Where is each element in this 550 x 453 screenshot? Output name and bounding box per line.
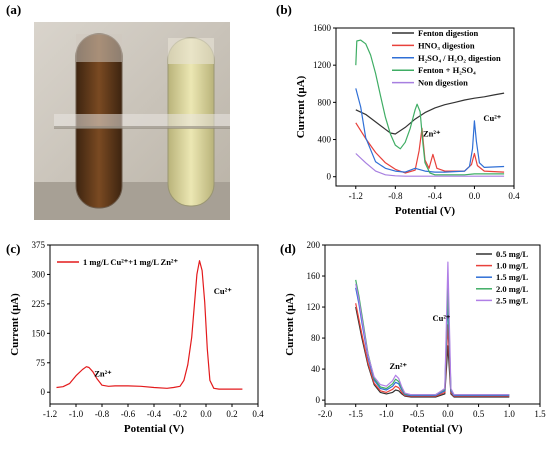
legend: 0.5 mg/L 1.0 mg/L1.5 mg/L 2.0 mg/L2.5 mg/L	[476, 249, 528, 305]
y-tick-label: 0	[327, 172, 332, 182]
x-tick-label: 0.4	[508, 191, 520, 201]
y-tick-label: 1200	[313, 60, 332, 70]
x-tick-label: -0.8	[388, 191, 403, 201]
y-tick-label: 0	[316, 395, 321, 405]
y-axis-label: Current (μA)	[284, 293, 296, 356]
y-tick-label: 400	[318, 135, 332, 145]
x-tick-label: 1.5	[534, 409, 546, 419]
x-tick-label: 0.4	[252, 409, 264, 419]
y-tick-label: 75	[36, 358, 46, 368]
annotation-label: Zn²⁺	[423, 129, 441, 139]
x-tick-label: -0.5	[410, 409, 425, 419]
x-tick-label: -1.0	[69, 409, 84, 419]
series-line-0	[56, 260, 243, 390]
x-tick-label: -0.4	[147, 409, 162, 419]
plot-d: -2.0 -1.5 -1.0 -0.5 0.0 0.5 1.0 1.5 0 40 80 120 160 2…	[284, 240, 546, 435]
legend: Fenton digestion HNO₃ digestion H₂SO₄ / H₂…	[392, 28, 501, 88]
y-tick-label: 160	[307, 271, 321, 281]
annotation-label: Cu²⁺	[433, 313, 451, 323]
series-line-3	[355, 39, 505, 176]
series-line-4	[355, 261, 510, 396]
legend-entry: Fenton digestion	[418, 28, 478, 38]
tubes-photo	[34, 22, 230, 220]
y-tick-label: 80	[311, 333, 321, 343]
plot-c: -1.2 -1.0 -0.8 -0.6 -0.4 -0.2 0.0 0.2 0.4 0 75 150 2…	[9, 240, 264, 435]
x-tick-label: 0.2	[226, 409, 237, 419]
x-tick-label: 0.5	[473, 409, 485, 419]
y-tick-label: 225	[32, 299, 46, 309]
legend-entry: Fenton + H₂SO₄	[418, 65, 476, 75]
x-tick-label: 0.0	[469, 191, 481, 201]
series-line-2	[355, 287, 510, 397]
x-tick-label: -1.2	[43, 409, 57, 419]
annotation-label: Zn²⁺	[94, 369, 112, 379]
panel-label: (c)	[6, 241, 20, 256]
axes-frame	[324, 244, 541, 405]
x-tick-label: -0.6	[121, 409, 136, 419]
plot-b: -1.2 -0.8 -0.4 0.0 0.4 0 400 800 1200 1600 Potenti…	[295, 23, 520, 217]
x-tick-label: -0.4	[428, 191, 443, 201]
series-line-4	[355, 153, 505, 177]
x-tick-label: -0.8	[95, 409, 110, 419]
series-line-3	[355, 279, 510, 396]
x-tick-label: -0.2	[173, 409, 187, 419]
y-tick-label: 800	[318, 97, 332, 107]
x-tick-label: -2.0	[318, 409, 333, 419]
series-line-2	[355, 88, 505, 173]
panel-label: (d)	[280, 241, 296, 256]
annotation-label: Cu²⁺	[214, 286, 232, 296]
y-tick-label: 120	[307, 302, 321, 312]
y-tick-label: 200	[307, 240, 321, 250]
legend-entry: HNO₃ digestion	[418, 40, 475, 50]
legend-entry: 2.0 mg/L	[496, 284, 528, 294]
x-tick-label: 0.0	[442, 409, 454, 419]
y-tick-label: 150	[32, 328, 46, 338]
x-tick-label: -1.0	[379, 409, 394, 419]
x-axis-label: Potential (V)	[124, 423, 185, 435]
legend-entry: Non digestion	[418, 78, 468, 88]
x-axis-label: Potential (V)	[395, 205, 456, 217]
legend-entry: H₂SO₄ / H₂O₂ digestion	[418, 53, 501, 63]
x-tick-label: -1.5	[349, 409, 364, 419]
annotation-label: Zn²⁺	[390, 361, 408, 371]
y-axis-label: Current (μA)	[295, 75, 307, 138]
series-line-1	[355, 122, 505, 174]
x-axis-label: Potential (V)	[402, 423, 463, 435]
y-tick-label: 0	[41, 387, 46, 397]
y-axis-label: Current (μA)	[9, 293, 21, 356]
series-line-1	[355, 303, 510, 397]
x-tick-label: 0.0	[200, 409, 212, 419]
axes-frame	[335, 27, 515, 187]
x-tick-label: -1.2	[349, 191, 363, 201]
legend-entry: 1 mg/L Cu²⁺+1 mg/L Zn²⁺	[83, 257, 178, 267]
y-tick-label: 40	[311, 364, 321, 374]
legend-entry: 0.5 mg/L	[496, 249, 528, 259]
legend: 1 mg/L Cu²⁺+1 mg/L Zn²⁺	[57, 257, 178, 267]
legend-entry: 2.5 mg/L	[496, 295, 528, 305]
annotation-label: Cu²⁺	[483, 113, 501, 123]
y-tick-label: 375	[32, 240, 46, 250]
legend-entry: 1.5 mg/L	[496, 272, 528, 282]
legend-entry: 1.0 mg/L	[496, 261, 528, 271]
panel-label: (a)	[6, 2, 21, 17]
series-line-0	[355, 92, 505, 135]
panel-a-photo	[34, 22, 230, 220]
axes-frame	[49, 244, 259, 405]
y-tick-label: 300	[32, 269, 46, 279]
panel-label: (b)	[276, 2, 292, 17]
y-tick-label: 1600	[313, 23, 332, 33]
x-tick-label: 1.0	[504, 409, 516, 419]
